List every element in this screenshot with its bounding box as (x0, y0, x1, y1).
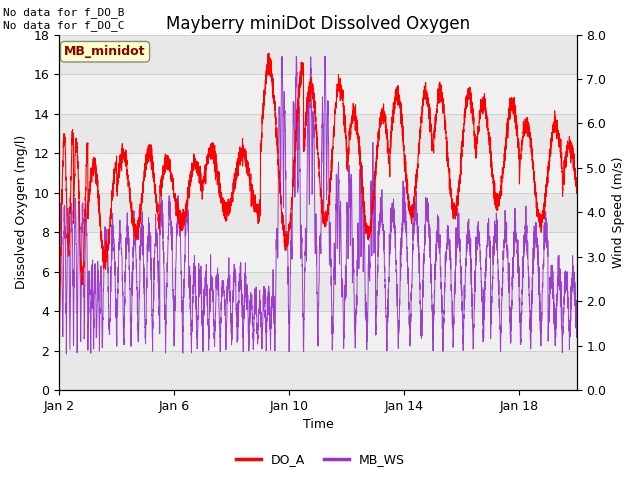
Text: No data for f_DO_B: No data for f_DO_B (3, 7, 125, 18)
Legend: DO_A, MB_WS: DO_A, MB_WS (230, 448, 410, 471)
Text: No data for f_DO_C: No data for f_DO_C (3, 20, 125, 31)
Bar (59, 35, 577, 74)
Y-axis label: Wind Speed (m/s): Wind Speed (m/s) (612, 156, 625, 268)
Title: Mayberry miniDot Dissolved Oxygen: Mayberry miniDot Dissolved Oxygen (166, 15, 470, 33)
X-axis label: Time: Time (303, 419, 333, 432)
Bar (59, 272, 577, 311)
Bar (59, 350, 577, 390)
Bar (59, 192, 577, 232)
Bar (59, 114, 577, 153)
Y-axis label: Dissolved Oxygen (mg/l): Dissolved Oxygen (mg/l) (15, 135, 28, 289)
Text: MB_minidot: MB_minidot (65, 45, 146, 58)
